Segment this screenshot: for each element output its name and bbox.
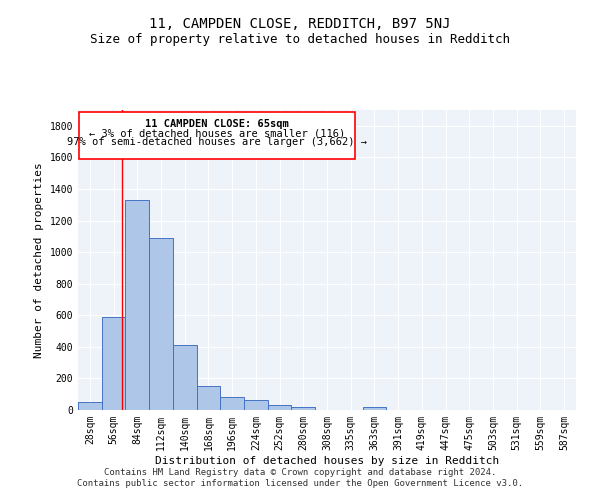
- FancyBboxPatch shape: [79, 112, 355, 159]
- Text: 11 CAMPDEN CLOSE: 65sqm: 11 CAMPDEN CLOSE: 65sqm: [145, 118, 289, 128]
- Bar: [244, 400, 268, 410]
- Bar: [78, 402, 102, 410]
- Bar: [173, 346, 197, 410]
- Text: 11, CAMPDEN CLOSE, REDDITCH, B97 5NJ: 11, CAMPDEN CLOSE, REDDITCH, B97 5NJ: [149, 18, 451, 32]
- Bar: [125, 200, 149, 410]
- Text: ← 3% of detached houses are smaller (116): ← 3% of detached houses are smaller (116…: [89, 128, 346, 138]
- Bar: [149, 238, 173, 410]
- Text: 97% of semi-detached houses are larger (3,662) →: 97% of semi-detached houses are larger (…: [67, 137, 367, 147]
- Bar: [102, 317, 125, 410]
- Bar: [292, 407, 315, 410]
- Bar: [268, 406, 292, 410]
- Bar: [220, 396, 244, 410]
- Y-axis label: Number of detached properties: Number of detached properties: [34, 162, 44, 358]
- Text: Size of property relative to detached houses in Redditch: Size of property relative to detached ho…: [90, 32, 510, 46]
- X-axis label: Distribution of detached houses by size in Redditch: Distribution of detached houses by size …: [155, 456, 499, 466]
- Text: Contains HM Land Registry data © Crown copyright and database right 2024.
Contai: Contains HM Land Registry data © Crown c…: [77, 468, 523, 487]
- Bar: [362, 407, 386, 410]
- Bar: [197, 386, 220, 410]
